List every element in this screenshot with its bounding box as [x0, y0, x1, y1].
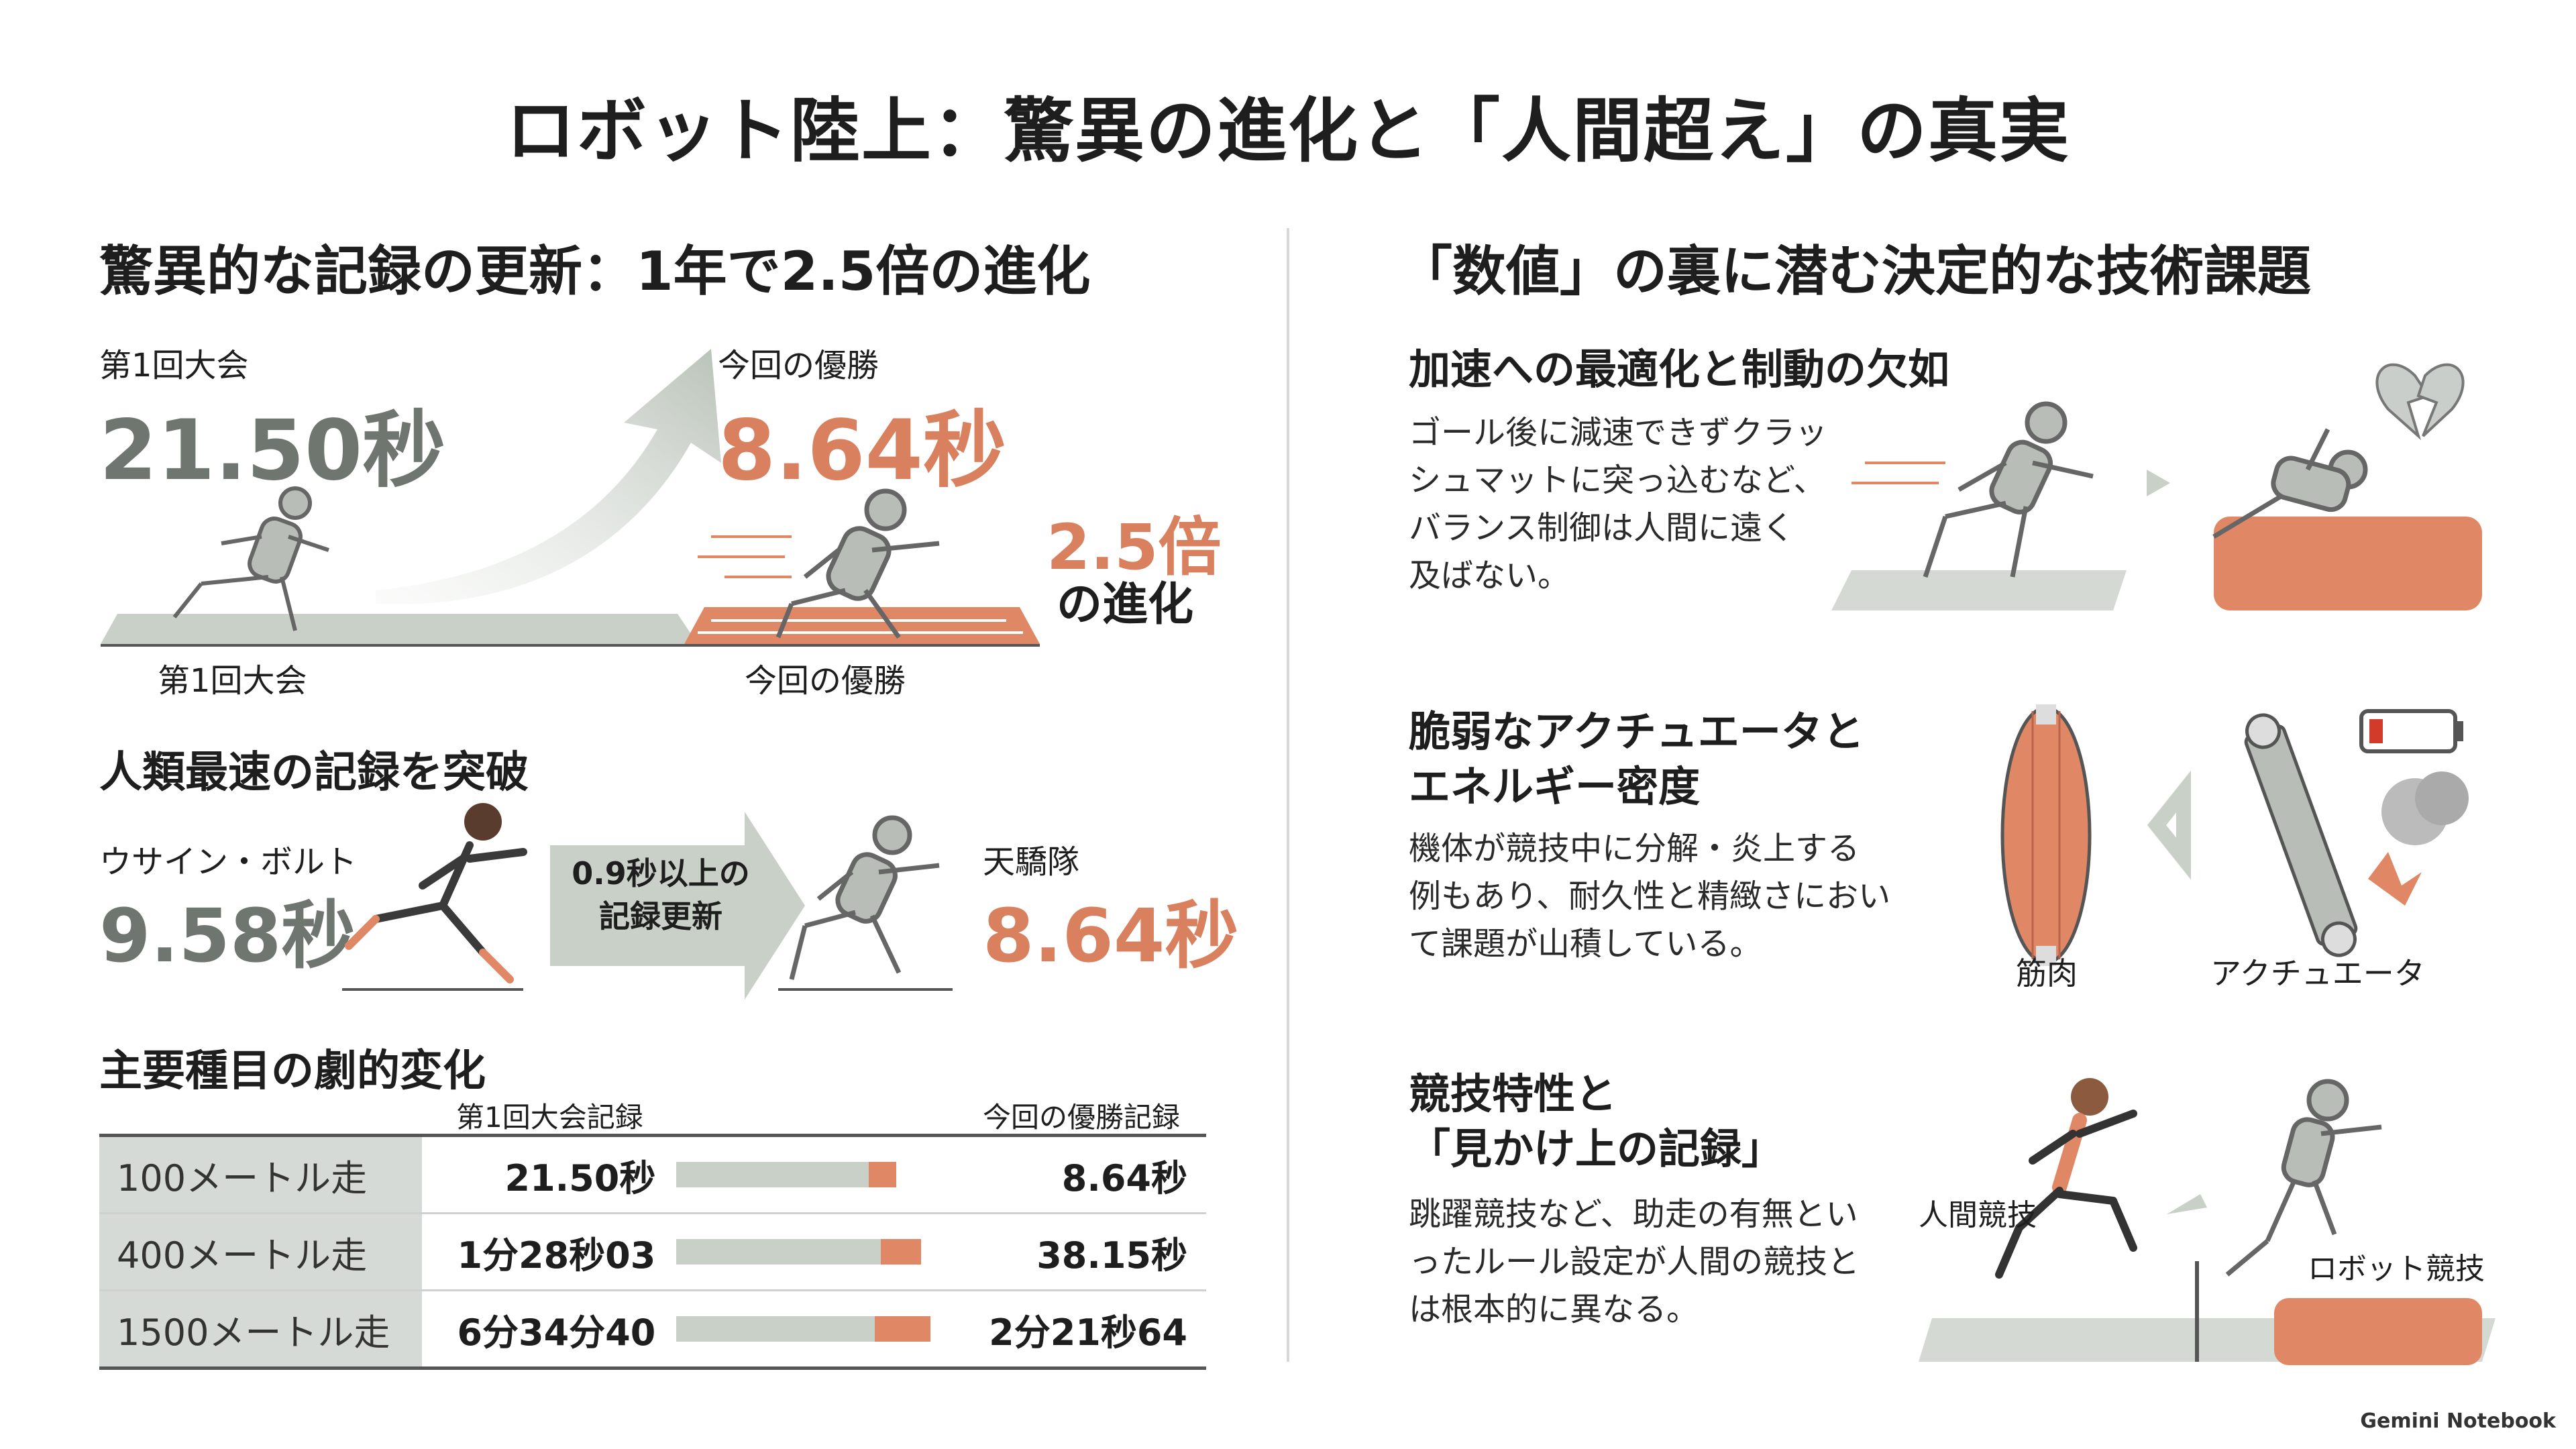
bar-now-segment — [868, 1162, 897, 1187]
bar-first-segment — [676, 1316, 875, 1342]
now-record: 38.15秒 — [987, 1212, 1206, 1291]
robot-event-label: ロボット競技 — [2308, 1252, 2485, 1286]
first-time: 21.50秒 — [99, 402, 446, 499]
table-row: 400メートル走 1分28秒03 38.15秒 — [99, 1212, 1206, 1291]
block2-desc-line: 例もあり、耐久性と精緻さにおい — [1409, 877, 1891, 916]
first-label: 第1回大会 — [99, 347, 249, 384]
ratio-sub: の進化 — [1057, 578, 1194, 631]
robot-runner-icon — [172, 486, 329, 631]
low-battery-icon — [2359, 709, 2463, 753]
track-orange — [684, 607, 1040, 644]
arrow-text-line1: 0.9秒以上の — [572, 855, 750, 892]
block3-title: 競技特性と 「見かけ上の記録」 — [1409, 1067, 1783, 1177]
block2-desc: 機体が競技中に分解・炎上する 例もあり、耐久性と精緻さにおい て課題が山積してい… — [1409, 825, 1890, 968]
human-time: 9.58秒 — [99, 893, 356, 979]
robot-tengu-icon — [789, 815, 940, 980]
record-bar — [676, 1134, 987, 1214]
section1-heading: 驚異的な記録の更新：1年で2.5倍の進化 — [99, 240, 1091, 303]
col-first-header: 第1回大会記録 — [456, 1101, 643, 1134]
crash-mat-icon — [2214, 517, 2482, 610]
track-label-now: 今回の優勝 — [745, 662, 906, 700]
first-record: 6分34分40 — [422, 1289, 676, 1370]
bolt-comparison-illustration — [342, 803, 953, 1000]
now-label: 今回の優勝 — [718, 347, 879, 384]
record-bar-track — [676, 1316, 986, 1342]
block3-desc-line: は根本的に異なる。 — [1409, 1291, 1699, 1329]
now-time: 8.64秒 — [718, 402, 1006, 499]
robot-crash-icon — [2212, 428, 2368, 539]
block1-desc-line: 及ばない。 — [1409, 557, 1570, 595]
block3-title-line: 「見かけ上の記録」 — [1409, 1124, 1784, 1173]
ratio-value: 2.5倍 — [1046, 511, 1222, 584]
arrow-text-line2: 記録更新 — [599, 898, 722, 935]
right-heading: 「数値」の裏に潜む決定的な技術課題 — [1399, 240, 2311, 303]
block1-desc-line: ゴール後に減速できずクラッ — [1409, 414, 1828, 451]
actuator-icon — [2244, 713, 2358, 957]
arrow-text: 0.9秒以上の 記録更新 — [550, 852, 771, 938]
table-row: 100メートル走 21.50秒 8.64秒 — [99, 1134, 1206, 1214]
arrow-diag-icon — [2167, 1194, 2207, 1214]
page-title: ロボット陸上：驚異の進化と「人間超え」の真実 — [505, 90, 2070, 172]
actuator-label: アクチュエータ — [2210, 955, 2425, 991]
bar-now-segment — [881, 1239, 922, 1265]
record-bar-track — [676, 1162, 986, 1187]
robot-sprint-icon — [1851, 401, 2094, 578]
first-record: 21.50秒 — [422, 1134, 676, 1214]
bar-first-segment — [676, 1239, 881, 1265]
muscle-label: 筋肉 — [2016, 955, 2078, 991]
robot-jumper-icon — [2225, 1079, 2382, 1277]
record-bar — [676, 1212, 987, 1291]
block1-desc: ゴール後に減速できずクラッ シュマットに突っ込むなど、 バランス制御は人間に遠く… — [1409, 409, 1827, 600]
block2-title-line: エネルギー密度 — [1409, 761, 1701, 811]
table-row: 1500メートル走 6分34分40 2分21秒64 — [99, 1289, 1206, 1370]
record-bar-track — [676, 1239, 986, 1265]
block3-desc-line: 跳躍競技など、助走の有無とい — [1409, 1195, 1858, 1233]
block2-title-line: 脆弱なアクチュエータと — [1409, 707, 1864, 756]
section3-heading: 主要種目の劇的変化 — [99, 1046, 486, 1096]
column-divider — [1287, 228, 1289, 1362]
block2-desc-line: 機体が競技中に分解・炎上する — [1409, 830, 1860, 867]
record-arrow — [550, 812, 805, 1000]
track-icon — [1831, 570, 2127, 610]
robot-name: 天驕隊 — [983, 843, 1080, 881]
section2-heading: 人類最速の記録を突破 — [99, 748, 529, 798]
event-name: 1500メートル走 — [99, 1289, 423, 1370]
human-jumper-icon — [1995, 1078, 2137, 1279]
evolution-illustration — [101, 349, 1040, 647]
bar-now-segment — [874, 1316, 931, 1342]
block1-desc-line: シュマットに突っ込むなど、 — [1409, 462, 1826, 500]
human-name: ウサイン・ボルト — [99, 843, 358, 881]
chevron-left-icon — [2147, 770, 2191, 880]
human-runner-icon — [345, 803, 527, 983]
landing-mat-icon — [2274, 1298, 2482, 1365]
broken-heart-icon — [2375, 363, 2465, 441]
footer-logo: Gemini Notebook — [2360, 1409, 2556, 1433]
event-name: 400メートル走 — [99, 1212, 423, 1291]
now-record: 8.64秒 — [987, 1134, 1206, 1214]
robot-runner-fast-icon — [698, 488, 940, 639]
block2-title: 脆弱なアクチュエータと エネルギー密度 — [1409, 704, 1864, 814]
arrow-right-icon — [2147, 470, 2170, 496]
block1-title: 加速への最適化と制動の欠如 — [1409, 345, 1950, 394]
block3-title-line: 競技特性と — [1409, 1069, 1617, 1118]
smoke-fire-icon — [2368, 771, 2469, 906]
event-name: 100メートル走 — [99, 1134, 423, 1214]
human-event-label: 人間競技 — [1919, 1198, 2037, 1232]
block3-desc-line: ったルール設定が人間の競技と — [1409, 1243, 1860, 1281]
growth-arrow — [376, 349, 721, 604]
track-gray — [101, 614, 698, 644]
muscle-icon — [2000, 704, 2092, 966]
col-now-header: 今回の優勝記録 — [983, 1101, 1181, 1134]
track-label-first: 第1回大会 — [158, 662, 307, 700]
record-bar — [676, 1289, 987, 1370]
now-record: 2分21秒64 — [987, 1289, 1206, 1370]
block2-desc-line: て課題が山積している。 — [1409, 925, 1762, 963]
bar-first-segment — [676, 1162, 869, 1187]
first-record: 1分28秒03 — [422, 1212, 676, 1291]
block3-desc: 跳躍競技など、助走の有無とい ったルール設定が人間の競技と は根本的に異なる。 — [1409, 1191, 1860, 1334]
records-table: 100メートル走 21.50秒 8.64秒 400メートル走 1分28秒03 38.15秒… — [99, 1134, 1206, 1370]
robot-time: 8.64秒 — [983, 893, 1239, 979]
block1-desc-line: バランス制御は人間に遠く — [1409, 509, 1795, 547]
